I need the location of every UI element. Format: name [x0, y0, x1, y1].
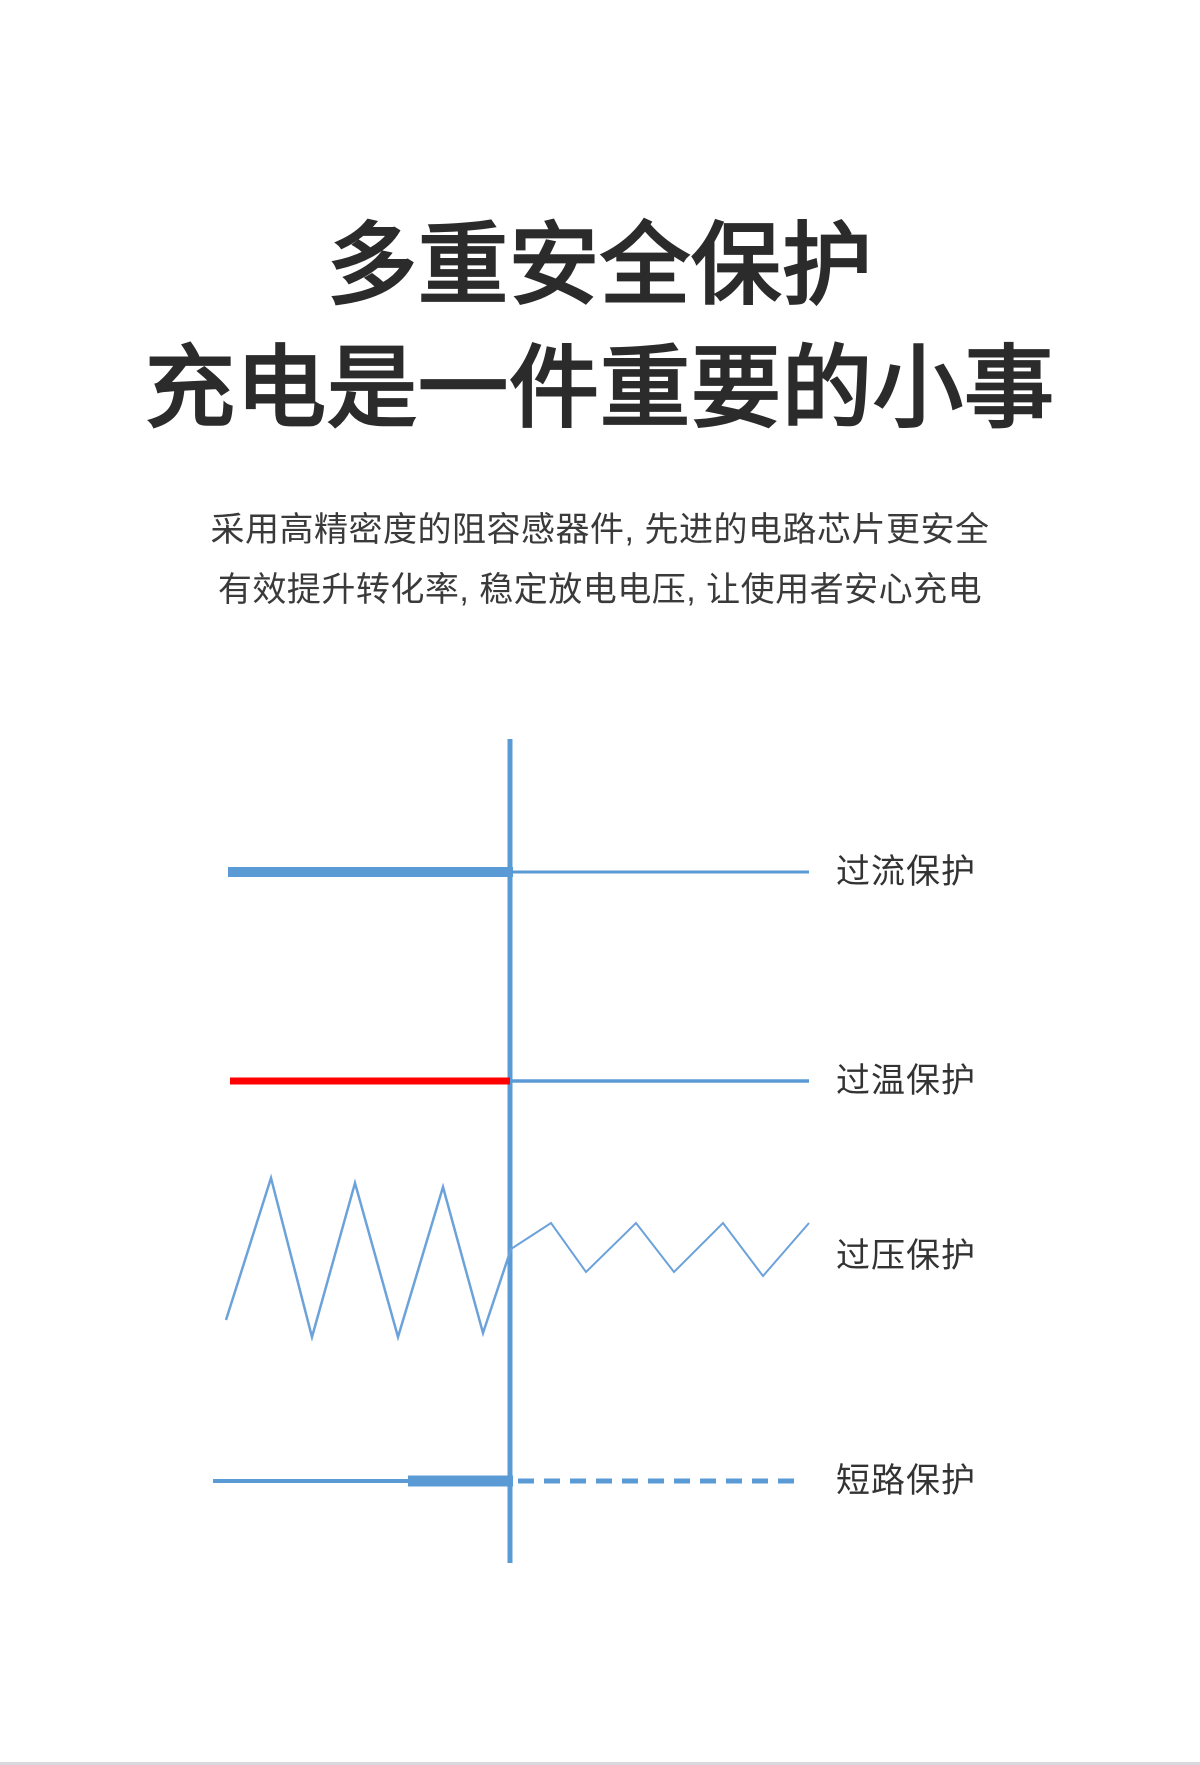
- title-line-1: 多重安全保护: [327, 216, 873, 316]
- shortcircuit-label: 短路保护: [836, 1462, 976, 1500]
- page-title: 多重安全保护 充电是一件重要的小事: [0, 205, 1200, 451]
- overvoltage-row-zigzag-right: [510, 1221, 810, 1278]
- overcurrent-label: 过流保护: [836, 853, 976, 891]
- subtitle-line-1: 采用高精密度的阻容感器件, 先进的电路芯片更安全: [210, 511, 990, 549]
- bottom-divider: [0, 1762, 1200, 1765]
- overtemperature-label: 过温保护: [836, 1062, 976, 1100]
- overvoltage-label: 过压保护: [836, 1237, 976, 1275]
- overvoltage-row-zigzag-left: [224, 1173, 513, 1342]
- subtitle-line-2: 有效提升转化率, 稳定放电电压, 让使用者安心充电: [217, 571, 983, 609]
- page-subtitle: 采用高精密度的阻容感器件, 先进的电路芯片更安全 有效提升转化率, 稳定放电电压…: [0, 500, 1200, 620]
- title-line-2: 充电是一件重要的小事: [145, 339, 1055, 439]
